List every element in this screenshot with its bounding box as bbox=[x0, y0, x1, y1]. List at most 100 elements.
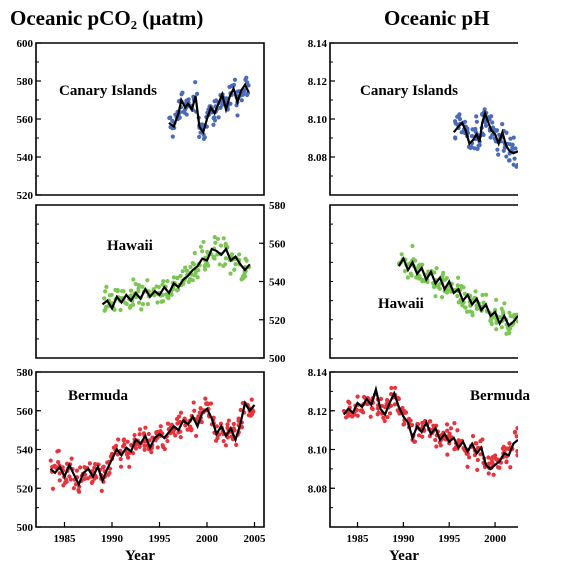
data-point bbox=[231, 421, 236, 427]
data-point bbox=[205, 249, 210, 254]
data-point bbox=[216, 115, 221, 120]
data-point bbox=[131, 277, 136, 282]
x-tick-label: 1995 bbox=[149, 533, 172, 545]
data-point bbox=[234, 442, 239, 447]
data-point bbox=[486, 471, 491, 476]
data-point bbox=[128, 288, 134, 293]
data-point bbox=[510, 145, 515, 151]
data-point bbox=[444, 276, 449, 281]
data-point bbox=[137, 427, 143, 432]
data-point bbox=[384, 401, 389, 407]
data-point bbox=[405, 275, 410, 280]
x-tick-label: 2000 bbox=[484, 533, 507, 545]
data-point bbox=[466, 455, 472, 460]
data-point bbox=[510, 142, 515, 147]
data-point bbox=[213, 240, 218, 245]
data-point bbox=[192, 408, 197, 413]
data-point bbox=[481, 132, 486, 137]
data-point bbox=[73, 482, 78, 487]
data-point bbox=[481, 300, 486, 305]
data-point bbox=[515, 449, 518, 454]
y-tick-label: 560 bbox=[269, 238, 286, 250]
data-point bbox=[494, 327, 499, 332]
data-point bbox=[355, 413, 360, 418]
data-point bbox=[389, 385, 394, 391]
data-point bbox=[183, 265, 188, 270]
data-point bbox=[473, 126, 478, 132]
data-point bbox=[50, 464, 55, 470]
data-point bbox=[132, 432, 137, 438]
data-point bbox=[145, 278, 150, 283]
y-tick-label: 500 bbox=[17, 522, 34, 534]
ph-hawaii-trend-line bbox=[397, 256, 518, 328]
data-point bbox=[381, 415, 386, 420]
data-point bbox=[67, 474, 72, 479]
data-point bbox=[232, 77, 238, 82]
data-point bbox=[68, 477, 73, 482]
data-point bbox=[50, 486, 56, 491]
data-point bbox=[190, 278, 195, 283]
data-point bbox=[445, 290, 450, 295]
data-point bbox=[475, 467, 480, 473]
x-tick-label: 1985 bbox=[347, 533, 370, 545]
data-point bbox=[392, 385, 398, 390]
data-point bbox=[490, 315, 496, 320]
pco2-canary-panel: 520 540 560 580 600 Canary Islands bbox=[17, 38, 265, 202]
data-point bbox=[195, 275, 200, 280]
data-point bbox=[444, 422, 450, 427]
data-point bbox=[154, 284, 159, 289]
data-point bbox=[64, 461, 70, 466]
data-point bbox=[215, 236, 221, 242]
pco2-hawaii-trend-line bbox=[101, 246, 251, 311]
data-point bbox=[249, 397, 254, 402]
data-point bbox=[212, 234, 217, 240]
data-point bbox=[489, 114, 494, 119]
data-point bbox=[128, 293, 133, 298]
data-point bbox=[453, 121, 458, 126]
data-point bbox=[490, 120, 495, 125]
data-point bbox=[495, 465, 501, 470]
data-point bbox=[71, 486, 76, 491]
data-point bbox=[160, 292, 165, 298]
data-point bbox=[382, 418, 387, 424]
data-point bbox=[494, 297, 499, 302]
x-tick-label: 1995 bbox=[438, 533, 461, 545]
data-point bbox=[507, 310, 512, 315]
data-point bbox=[112, 307, 117, 313]
data-point bbox=[506, 327, 512, 333]
data-point bbox=[401, 422, 406, 427]
data-point bbox=[212, 118, 218, 123]
data-point bbox=[169, 292, 174, 297]
data-point bbox=[447, 431, 452, 436]
data-point bbox=[502, 448, 507, 453]
data-point bbox=[225, 422, 230, 427]
pco2-bermuda-panel: 500 520 540 560 580 1985 1990 1995 2000 2005 Year B… bbox=[17, 367, 267, 564]
data-point bbox=[470, 434, 476, 439]
data-point bbox=[223, 443, 229, 448]
data-point bbox=[490, 459, 495, 465]
y-tick-label: 560 bbox=[17, 406, 34, 418]
y-tick-label: 560 bbox=[17, 114, 34, 126]
data-point bbox=[159, 299, 164, 304]
x-axis-title: Year bbox=[389, 548, 419, 564]
data-point bbox=[92, 465, 97, 470]
data-point bbox=[218, 421, 224, 426]
data-point bbox=[375, 406, 380, 411]
data-point bbox=[504, 460, 509, 465]
data-point bbox=[57, 478, 62, 483]
data-point bbox=[402, 268, 408, 274]
data-point bbox=[507, 158, 512, 163]
data-point bbox=[127, 464, 132, 469]
y-tick-label: 580 bbox=[17, 76, 34, 88]
data-point bbox=[104, 284, 109, 289]
data-point bbox=[369, 406, 375, 411]
data-point bbox=[461, 285, 466, 290]
pco2-canary-trend-line bbox=[168, 82, 250, 135]
data-point bbox=[508, 465, 513, 470]
y-tick-label: 8.10 bbox=[308, 114, 328, 126]
data-point bbox=[415, 421, 420, 427]
data-point bbox=[155, 445, 160, 450]
data-point bbox=[180, 269, 185, 274]
data-point bbox=[198, 244, 204, 249]
data-point bbox=[173, 112, 178, 117]
